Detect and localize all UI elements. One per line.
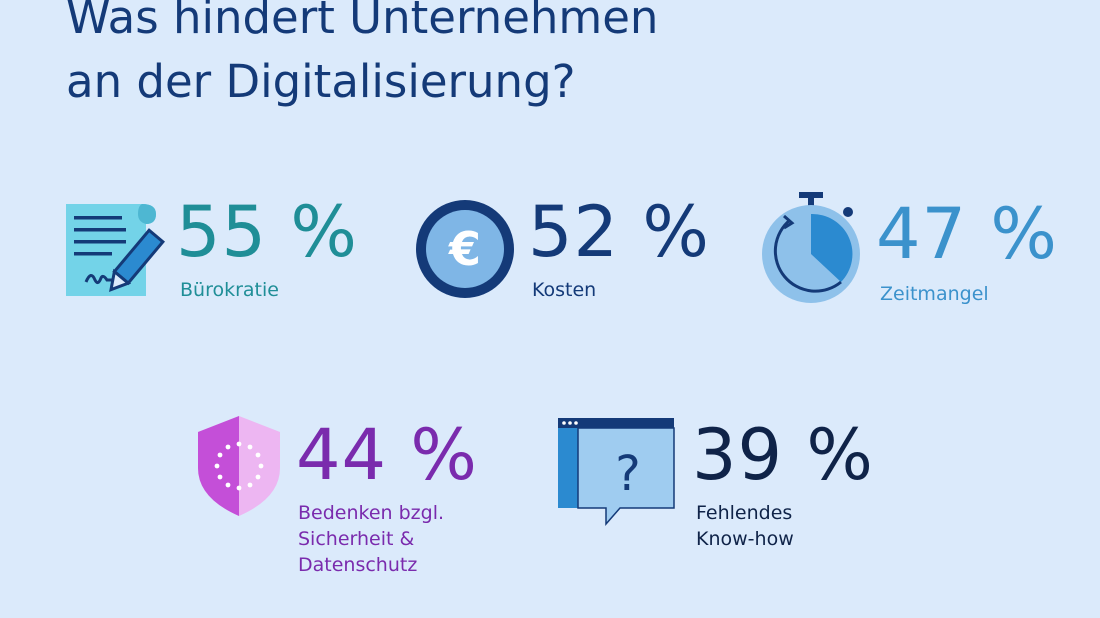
title-line-1: Was hindert Unternehmen	[66, 0, 659, 44]
category-label: Fehlendes Know-how	[696, 500, 794, 552]
category-label: Zeitmangel	[880, 283, 989, 305]
euro-coin-icon: €	[416, 200, 514, 298]
category-label-line: Know-how	[696, 528, 794, 550]
value-label: 55 %	[176, 191, 358, 273]
category-label-line: Datenschutz	[298, 554, 418, 576]
eu-shield-icon	[198, 416, 280, 516]
svg-text:?: ?	[615, 446, 640, 502]
svg-text:€: €	[448, 222, 481, 276]
category-label: Bürokratie	[180, 279, 279, 301]
category-label-line: Bedenken bzgl.	[298, 502, 445, 524]
value-label: 39 %	[692, 414, 874, 496]
value-label: 47 %	[876, 193, 1058, 275]
document-pen-icon	[66, 204, 166, 296]
value-label: 44 %	[296, 414, 478, 496]
value-label: 52 %	[528, 191, 710, 273]
category-label-line: Fehlendes	[696, 502, 793, 524]
stopwatch-icon	[762, 192, 860, 303]
question-window-icon: ?	[558, 418, 675, 526]
category-label: Bedenken bzgl. Sicherheit & Datenschutz	[298, 500, 444, 578]
title-line-2: an der Digitalisierung?	[66, 55, 576, 108]
category-label-line: Sicherheit &	[298, 528, 415, 550]
page-title: Was hindert Unternehmen an der Digitalis…	[66, 0, 658, 114]
category-label: Kosten	[532, 279, 597, 301]
